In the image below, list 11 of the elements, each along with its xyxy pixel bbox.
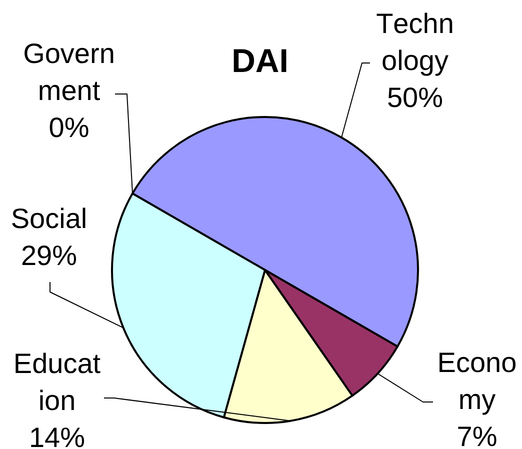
slice-label: Social [10, 203, 88, 234]
text: 0% [48, 112, 90, 143]
slice-label: Education [13, 348, 101, 416]
data-label: 50% [386, 82, 444, 113]
text: DAI [232, 42, 288, 79]
data-label: 7% [456, 421, 498, 449]
slice-label: Technology [376, 8, 454, 76]
data-label: 14% [28, 422, 86, 449]
slice-label: Economy [437, 347, 517, 415]
data-label: 29% [20, 240, 78, 271]
category-label: Government [23, 38, 115, 106]
